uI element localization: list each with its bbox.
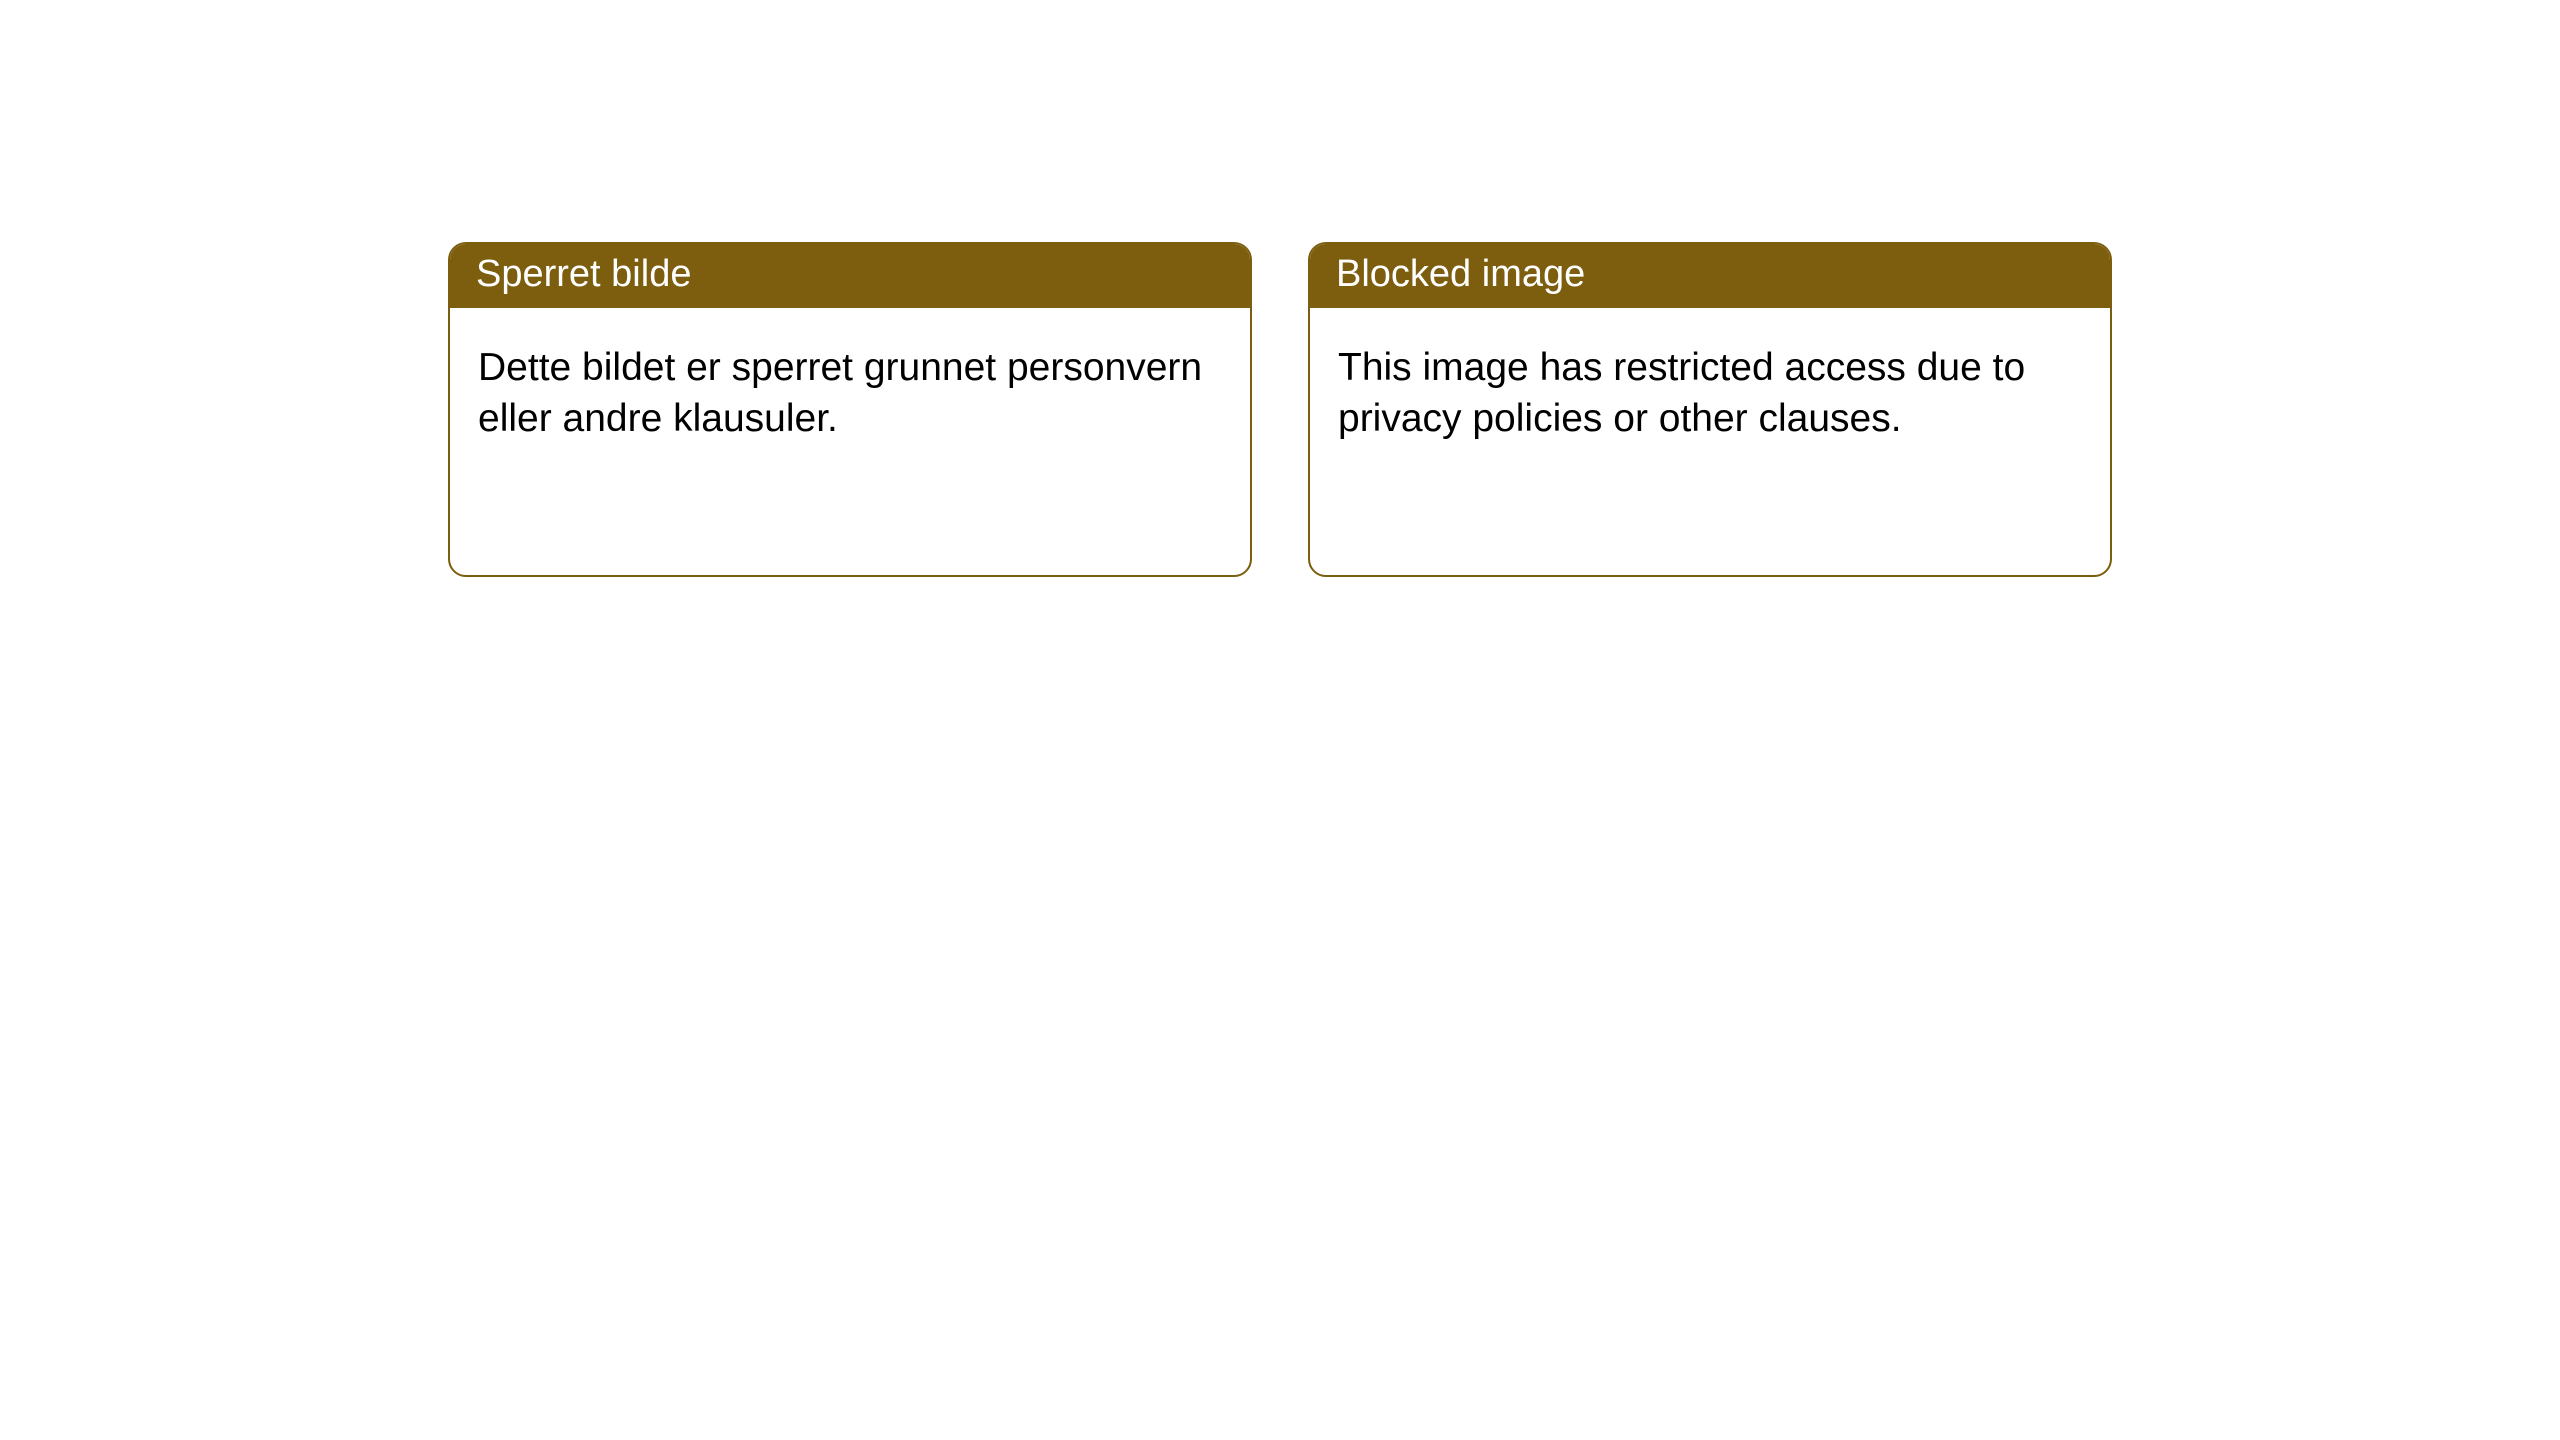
notice-card-title: Sperret bilde (450, 244, 1250, 308)
notice-card-norwegian: Sperret bilde Dette bildet er sperret gr… (448, 242, 1252, 577)
notice-card-body: This image has restricted access due to … (1310, 308, 2110, 479)
notice-card-title: Blocked image (1310, 244, 2110, 308)
notice-card-body: Dette bildet er sperret grunnet personve… (450, 308, 1250, 479)
notice-card-english: Blocked image This image has restricted … (1308, 242, 2112, 577)
notice-cards-row: Sperret bilde Dette bildet er sperret gr… (0, 0, 2560, 577)
